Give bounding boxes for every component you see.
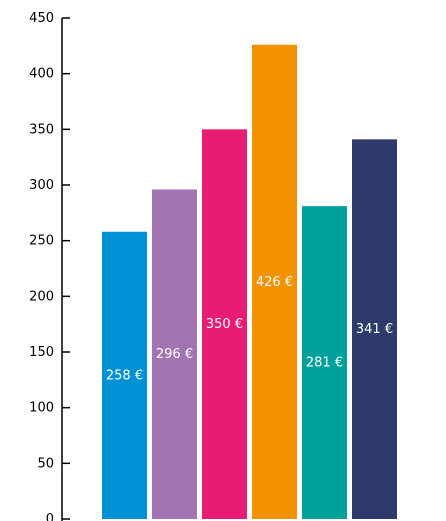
bar (352, 139, 397, 519)
y-tick-label: 0 (46, 512, 54, 521)
bar (252, 44, 297, 519)
bars (102, 44, 397, 520)
y-tick-label: 350 (29, 122, 54, 137)
bar (202, 129, 247, 520)
bar-data-label: 296 € (156, 347, 193, 362)
y-tick-label: 250 (29, 234, 54, 249)
y-tick-label: 150 (29, 345, 54, 360)
y-axis: 0 50 100 150 200 250 300 350 400 450 (29, 11, 70, 521)
y-tick-label: 200 (29, 289, 54, 304)
bar-data-label: 281 € (306, 356, 343, 371)
y-tick-label: 50 (37, 456, 54, 471)
data-labels: 258 € 296 € 350 € 426 € 281 € 341 € (106, 275, 393, 384)
y-tick-label: 400 (29, 67, 54, 82)
bar-data-label: 350 € (206, 317, 243, 332)
bar (152, 189, 197, 519)
y-tick-label: 450 (29, 11, 54, 26)
y-tick-label: 300 (29, 178, 54, 193)
bar (102, 231, 147, 519)
bar-data-label: 426 € (256, 275, 293, 290)
bar-data-label: 341 € (356, 322, 393, 337)
bar (302, 206, 347, 520)
bar-data-label: 258 € (106, 368, 143, 383)
y-tick-label: 100 (29, 401, 54, 416)
